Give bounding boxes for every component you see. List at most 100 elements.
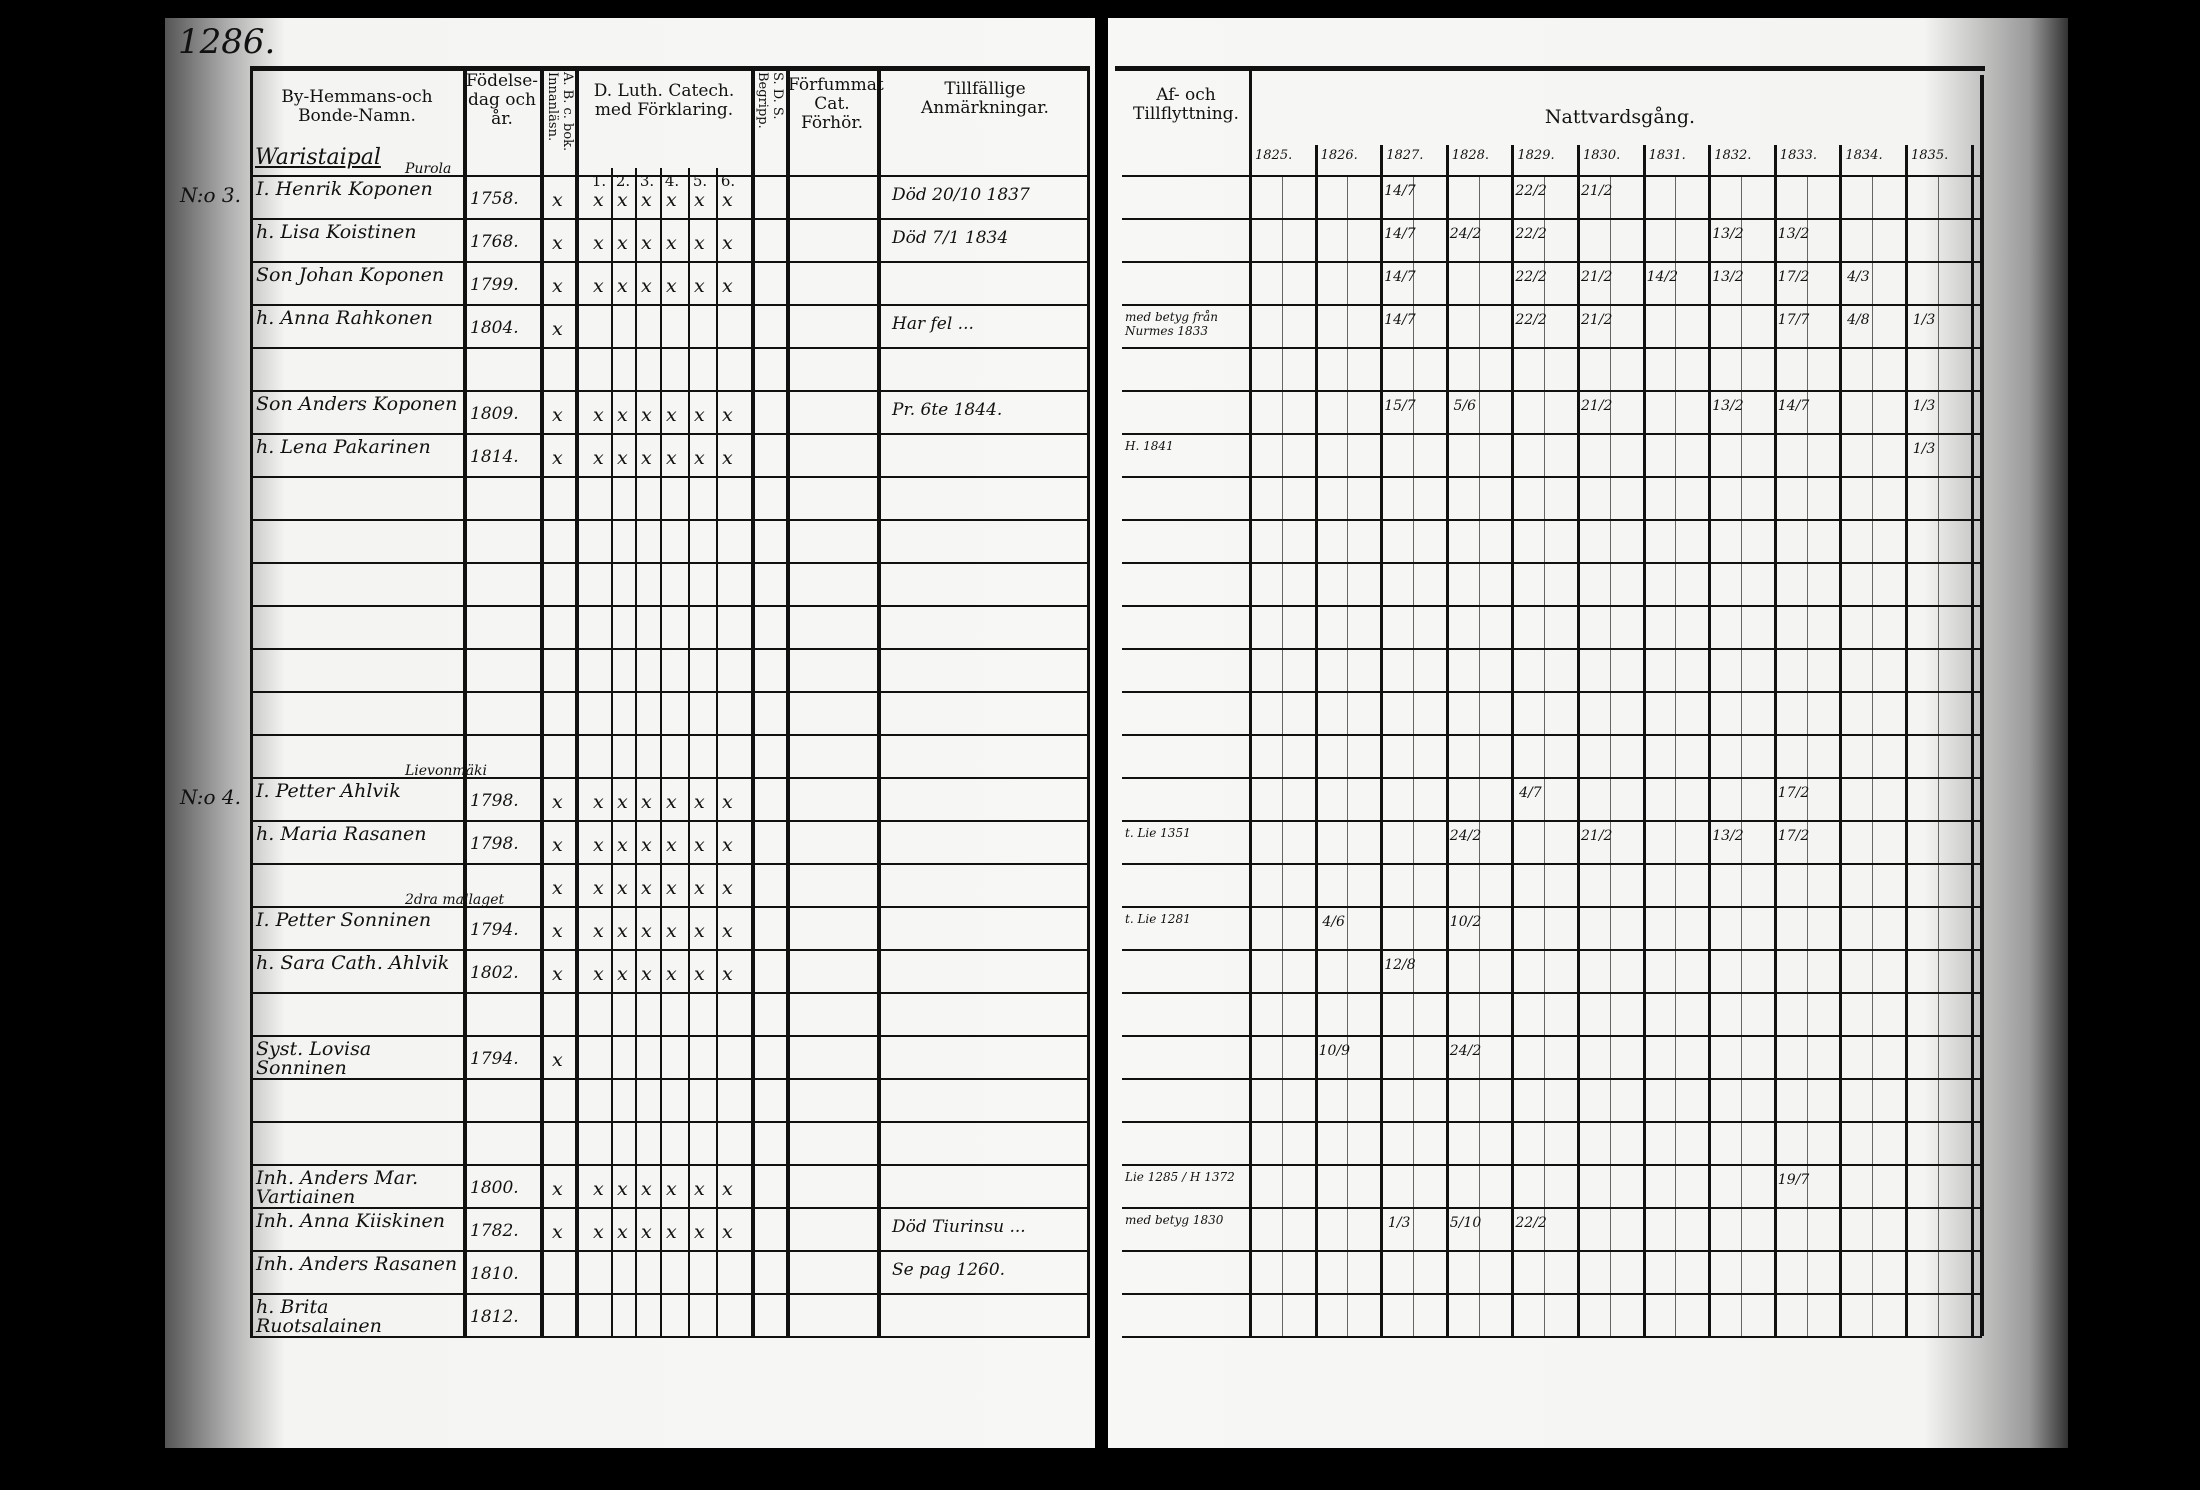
birth-year: 1800.	[470, 1178, 519, 1198]
header-abc: A. B. c. bok. Innanläsn.	[545, 72, 575, 152]
communion-date: 24/2	[1449, 226, 1482, 242]
catech-mark: x	[722, 920, 733, 942]
catech-mark: x	[694, 1178, 705, 1200]
catech-mark: x	[617, 275, 628, 297]
row-rule	[250, 1207, 1090, 1209]
year-label: 1831.	[1648, 148, 1686, 163]
communion-date: 22/2	[1515, 269, 1547, 285]
farm-name: Lievonmäki	[405, 763, 487, 779]
farm-name: 2dra mallaget	[405, 892, 505, 908]
column-rule	[1577, 145, 1580, 1336]
catech-mark: x	[666, 1178, 677, 1200]
column-rule	[540, 70, 544, 1336]
column-rule	[751, 70, 755, 1336]
column-rule	[1511, 145, 1515, 1336]
row-rule	[250, 820, 1090, 822]
row-rule	[1122, 476, 1982, 478]
row-rule	[250, 175, 1090, 177]
row-rule	[1122, 1207, 1982, 1209]
header-communion: Nattvardsgång.	[1544, 106, 1696, 128]
catech-part-label: 1.	[591, 172, 607, 190]
communion-date: 5/6	[1453, 398, 1477, 414]
farm-name: Purola	[405, 161, 452, 177]
row-rule	[250, 949, 1090, 951]
communion-date: 4/3	[1847, 269, 1870, 285]
communion-date: 12/8	[1384, 957, 1416, 973]
catech-mark: x	[694, 877, 705, 899]
catech-mark: x	[666, 791, 677, 813]
catech-mark: x	[722, 232, 733, 254]
catech-mark: x	[617, 232, 628, 254]
row-rule	[1122, 347, 1982, 349]
row-rule	[1122, 261, 1982, 263]
row-rule	[1122, 863, 1982, 865]
catech-mark: x	[722, 275, 733, 297]
column-rule	[1445, 145, 1449, 1336]
communion-date: 22/2	[1515, 1215, 1547, 1231]
row-rule	[1122, 433, 1982, 435]
row-rule	[1122, 605, 1982, 607]
communion-date: 21/2	[1581, 398, 1613, 414]
row-rule	[1122, 949, 1982, 951]
communion-date: 21/2	[1581, 269, 1613, 285]
column-rule	[1773, 145, 1777, 1336]
birth-year: 1804.	[470, 318, 519, 338]
catech-mark: x	[617, 920, 628, 942]
catech-mark: x	[641, 963, 652, 985]
abc-mark: x	[552, 404, 563, 426]
year-label: 1825.	[1255, 148, 1293, 163]
moving-note: Lie 1285 / H 1372	[1125, 1170, 1235, 1184]
communion-date: 1/3	[1912, 441, 1936, 457]
page-number: 1286.	[178, 22, 276, 62]
row-rule	[250, 1250, 1090, 1252]
communion-date: 5/10	[1449, 1215, 1482, 1231]
communion-date: 17/2	[1777, 269, 1810, 285]
half-column-rule	[1872, 175, 1874, 1336]
catech-mark: x	[666, 834, 677, 856]
catech-mark: x	[593, 447, 604, 469]
row-rule	[250, 691, 1090, 693]
person-name: Syst. Lovisa Sonninen	[256, 1038, 372, 1079]
catech-mark: x	[694, 834, 705, 856]
communion-date: 14/7	[1384, 269, 1416, 285]
communion-date: 17/2	[1777, 828, 1810, 844]
catech-mark: x	[694, 791, 705, 813]
column-rule	[877, 70, 881, 1336]
remark: Död 7/1 1834	[892, 228, 1009, 248]
row-rule	[250, 218, 1090, 220]
row-rule	[250, 519, 1090, 521]
catech-mark: x	[722, 404, 733, 426]
column-rule	[611, 168, 613, 1336]
column-rule	[660, 168, 662, 1336]
abc-mark: x	[552, 189, 563, 211]
row-rule	[250, 906, 1090, 908]
communion-date: 15/7	[1384, 398, 1416, 414]
year-label: 1830.	[1583, 148, 1621, 163]
row-rule	[1122, 519, 1982, 521]
row-rule	[1122, 1250, 1982, 1252]
household-number: N:o 4.	[180, 785, 242, 809]
birth-year: 1802.	[470, 963, 519, 983]
half-column-rule	[1281, 175, 1283, 1336]
catech-part-label: 5.	[692, 172, 708, 190]
birth-year: 1812.	[470, 1307, 519, 1327]
catech-mark: x	[617, 877, 628, 899]
row-rule	[250, 562, 1090, 564]
catech-mark: x	[722, 447, 733, 469]
catech-mark: x	[666, 877, 677, 899]
birth-year: 1799.	[470, 275, 519, 295]
catech-mark: x	[641, 447, 652, 469]
abc-mark: x	[552, 1221, 563, 1243]
column-rule	[1905, 145, 1908, 1336]
row-rule	[250, 1078, 1090, 1080]
communion-date: 13/2	[1712, 226, 1744, 242]
communion-date: 13/2	[1777, 226, 1810, 242]
row-rule	[250, 261, 1090, 263]
remark: Pr. 6te 1844.	[892, 400, 1003, 420]
column-rule	[1249, 70, 1252, 1336]
row-rule	[1122, 390, 1982, 392]
person-name: h. Lisa Koistinen	[256, 221, 417, 243]
birth-year: 1809.	[470, 404, 519, 424]
birth-year: 1794.	[470, 920, 519, 940]
row-rule	[1122, 175, 1982, 177]
